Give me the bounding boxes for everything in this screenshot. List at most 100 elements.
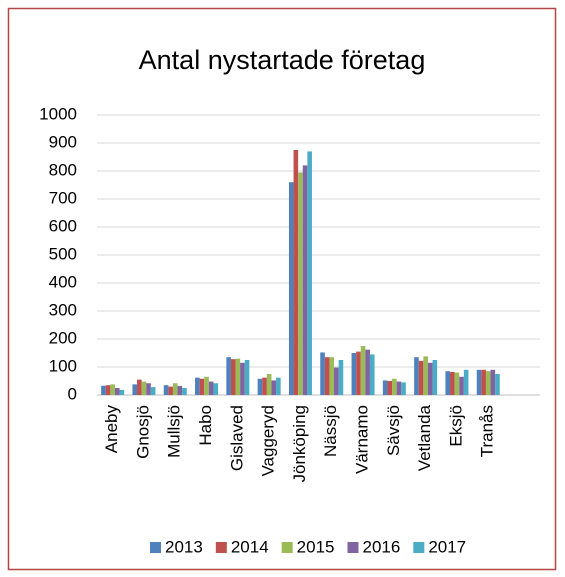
x-tick-label: Sävsjö bbox=[384, 405, 403, 456]
bar bbox=[257, 378, 263, 395]
bar bbox=[360, 346, 366, 395]
legend-label: 2014 bbox=[231, 537, 269, 556]
bar bbox=[172, 383, 178, 395]
legend-swatch bbox=[347, 542, 359, 553]
legend-swatch bbox=[281, 542, 293, 553]
bar bbox=[490, 369, 496, 395]
bar bbox=[150, 387, 156, 395]
bar bbox=[262, 377, 267, 395]
bar bbox=[382, 380, 388, 395]
bar bbox=[204, 376, 209, 395]
bar bbox=[244, 360, 250, 395]
x-tick-label: Jönköping bbox=[290, 405, 309, 483]
x-tick-label: Aneby bbox=[102, 405, 121, 454]
bar bbox=[168, 386, 173, 395]
bar bbox=[418, 360, 424, 395]
bar bbox=[369, 354, 375, 395]
y-tick-label: 600 bbox=[49, 216, 77, 235]
bar bbox=[132, 384, 138, 395]
bar bbox=[177, 386, 183, 395]
legend-swatch bbox=[150, 542, 161, 553]
bar bbox=[276, 377, 281, 395]
bar bbox=[445, 371, 451, 395]
y-tick-label: 300 bbox=[49, 300, 77, 319]
bar bbox=[387, 381, 393, 395]
y-tick-label: 0 bbox=[68, 384, 77, 403]
bar bbox=[454, 372, 460, 395]
bar bbox=[230, 359, 236, 395]
bar bbox=[195, 377, 200, 395]
x-tick-label: Gislaved bbox=[227, 405, 246, 471]
bar bbox=[392, 378, 397, 395]
legend-swatch bbox=[215, 542, 227, 553]
x-tick-label: Habo bbox=[196, 405, 215, 446]
chart-border bbox=[7, 7, 557, 571]
bar bbox=[226, 357, 231, 395]
bar bbox=[298, 172, 303, 395]
legend-label: 2017 bbox=[428, 537, 466, 556]
bar bbox=[307, 151, 312, 395]
bar bbox=[101, 385, 106, 395]
bar bbox=[463, 369, 469, 395]
chart-title: Antal nystartade företag bbox=[139, 45, 426, 75]
y-tick-label: 900 bbox=[49, 132, 77, 151]
bar bbox=[495, 374, 500, 395]
bar bbox=[427, 362, 433, 395]
bar bbox=[396, 381, 402, 395]
bar bbox=[114, 388, 120, 395]
bar bbox=[199, 378, 205, 395]
x-tick-label: Värnamo bbox=[353, 405, 372, 474]
y-tick-label: 400 bbox=[49, 272, 77, 291]
bar bbox=[324, 357, 330, 395]
bar bbox=[401, 382, 406, 395]
bar bbox=[288, 182, 294, 395]
x-tick-label: Vetlanda bbox=[415, 404, 434, 471]
bar bbox=[423, 356, 428, 395]
bar bbox=[271, 380, 277, 395]
y-tick-label: 500 bbox=[49, 244, 77, 263]
bar bbox=[450, 372, 455, 395]
bar bbox=[485, 371, 491, 395]
bar bbox=[432, 360, 438, 395]
bar bbox=[334, 367, 339, 395]
bar bbox=[338, 360, 344, 395]
x-tick-label: Tranås bbox=[478, 405, 497, 457]
bar bbox=[240, 362, 245, 395]
x-tick-label: Mullsjö bbox=[165, 405, 184, 458]
bar bbox=[329, 357, 335, 395]
bar bbox=[293, 150, 299, 395]
legend-swatch bbox=[413, 542, 425, 553]
bar bbox=[235, 358, 241, 395]
bar bbox=[146, 383, 151, 395]
y-tick-label: 1000 bbox=[39, 104, 77, 123]
y-tick-label: 100 bbox=[49, 356, 77, 375]
bar bbox=[208, 381, 214, 395]
legend-label: 2015 bbox=[297, 537, 335, 556]
legend-label: 2016 bbox=[362, 537, 400, 556]
bar bbox=[110, 384, 115, 395]
bar bbox=[105, 385, 111, 395]
bar bbox=[182, 388, 187, 395]
bar bbox=[213, 383, 219, 395]
x-tick-label: Vaggeryd bbox=[259, 405, 278, 477]
bar bbox=[351, 353, 357, 395]
bar bbox=[320, 352, 325, 395]
y-tick-label: 700 bbox=[49, 188, 77, 207]
bar bbox=[141, 381, 147, 395]
x-tick-label: Gnosjö bbox=[133, 405, 152, 459]
bar bbox=[365, 349, 370, 395]
bar bbox=[119, 389, 125, 395]
y-tick-label: 800 bbox=[49, 160, 77, 179]
bar bbox=[356, 351, 361, 395]
bar bbox=[137, 379, 142, 395]
bar bbox=[459, 376, 464, 395]
bar bbox=[163, 385, 169, 395]
legend-label: 2013 bbox=[165, 537, 203, 556]
y-tick-label: 200 bbox=[49, 328, 77, 347]
bar bbox=[481, 369, 486, 395]
bar bbox=[414, 357, 419, 395]
bar bbox=[302, 165, 308, 395]
bar bbox=[266, 374, 272, 395]
x-tick-label: Eksjö bbox=[446, 405, 465, 447]
